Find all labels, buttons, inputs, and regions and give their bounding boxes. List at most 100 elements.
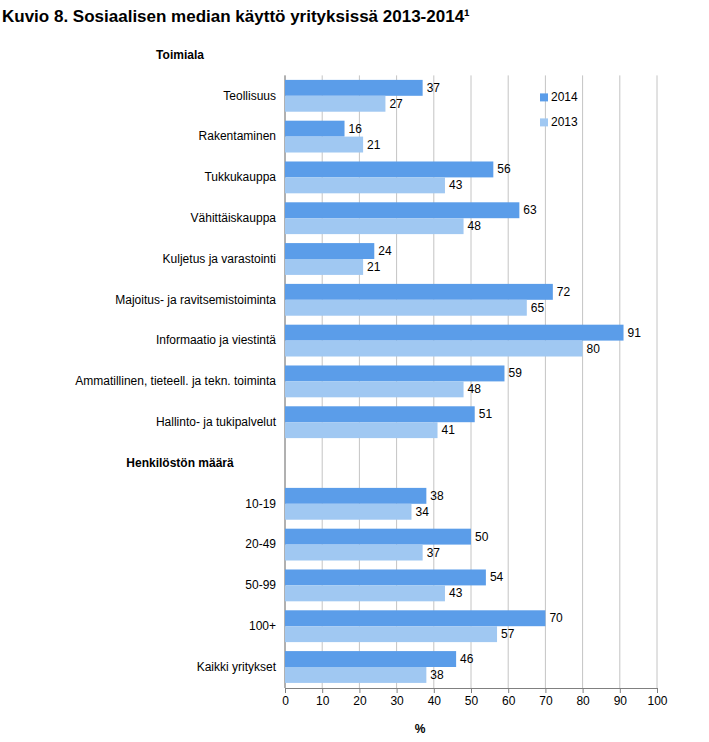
data-label: 16 — [349, 122, 363, 136]
y-tick: Informaatio ja viestintä — [156, 333, 276, 347]
data-label: 91 — [628, 326, 642, 340]
category-label: Rakentaminen — [199, 129, 276, 143]
data-label: 59 — [508, 366, 522, 380]
bar — [285, 667, 426, 683]
y-tick: Henkilöstön määrä — [126, 456, 234, 470]
x-tick: 0 — [282, 688, 289, 708]
bar — [285, 243, 374, 259]
category-label: Vähittäiskauppa — [191, 211, 277, 225]
x-tick-label: 20 — [353, 694, 367, 708]
data-label: 34 — [415, 505, 429, 519]
category-label: Kuljetus ja varastointi — [163, 252, 276, 266]
data-label: 24 — [378, 244, 392, 258]
category-label: 10-19 — [245, 497, 276, 511]
y-tick: 20-49 — [245, 537, 276, 551]
x-tick: 10 — [316, 688, 330, 708]
x-tick-mark — [471, 688, 472, 693]
data-label: 43 — [449, 178, 463, 192]
x-tick-label: 40 — [428, 694, 442, 708]
legend: 20142013 — [540, 90, 578, 129]
bar — [285, 610, 545, 626]
x-tick: 80 — [576, 688, 590, 708]
x-tick: 100 — [647, 688, 667, 708]
x-tick-mark — [657, 688, 658, 693]
category-label: Kaikki yritykset — [197, 660, 277, 674]
bar — [285, 585, 445, 601]
bar — [285, 137, 363, 153]
bar — [285, 422, 438, 438]
x-tick: 60 — [502, 688, 516, 708]
data-label: 48 — [468, 382, 482, 396]
y-tick: Hallinto- ja tukipalvelut — [156, 415, 277, 429]
chart-title: Kuvio 8. Sosiaalisen median käyttö yrity… — [2, 7, 470, 26]
x-tick-mark — [359, 688, 360, 693]
data-label: 70 — [549, 611, 563, 625]
bar — [285, 651, 456, 667]
x-tick: 70 — [539, 688, 553, 708]
y-tick: 10-19 — [245, 497, 276, 511]
x-tick-label: 50 — [465, 694, 479, 708]
x-tick-mark — [322, 688, 323, 693]
data-label: 50 — [475, 530, 489, 544]
bar — [285, 488, 426, 504]
data-label: 56 — [497, 162, 511, 176]
x-tick-mark — [285, 688, 286, 693]
x-tick-label: 100 — [647, 694, 667, 708]
bar — [285, 406, 475, 422]
x-tick: 50 — [465, 688, 479, 708]
legend-item: 2014 — [540, 90, 578, 104]
bar — [285, 284, 553, 300]
grid-line — [657, 75, 658, 688]
x-tick-mark — [620, 688, 621, 693]
category-label: Hallinto- ja tukipalvelut — [156, 415, 277, 429]
bar — [285, 202, 519, 218]
bar — [285, 626, 497, 642]
x-tick-label: 0 — [282, 694, 289, 708]
y-tick: Kaikki yritykset — [197, 660, 277, 674]
y-tick: Rakentaminen — [199, 129, 276, 143]
bar — [285, 365, 504, 381]
category-label: 100+ — [249, 619, 276, 633]
data-label: 80 — [587, 342, 601, 356]
y-tick: Toimiala — [156, 48, 204, 62]
x-tick-mark — [397, 688, 398, 693]
legend-label: 2014 — [551, 90, 578, 104]
grid-line — [545, 75, 546, 688]
x-tick: 90 — [614, 688, 628, 708]
bar — [285, 121, 345, 137]
y-tick: Tukkukauppa — [204, 170, 276, 184]
bar — [285, 259, 363, 275]
category-label: Informaatio ja viestintä — [156, 333, 276, 347]
y-tick: 50-99 — [245, 578, 276, 592]
bar — [285, 545, 423, 561]
y-tick: Kuljetus ja varastointi — [163, 252, 276, 266]
bar — [285, 300, 527, 316]
category-heading: Henkilöstön määrä — [126, 456, 234, 470]
data-label: 21 — [367, 138, 381, 152]
x-tick-mark — [545, 688, 546, 693]
category-label: Teollisuus — [223, 89, 276, 103]
x-tick: 30 — [390, 688, 404, 708]
category-label: Tukkukauppa — [204, 170, 276, 184]
data-label: 46 — [460, 652, 474, 666]
bar — [285, 341, 583, 357]
data-label: 41 — [442, 423, 456, 437]
x-tick-mark — [583, 688, 584, 693]
x-tick-label: 90 — [614, 694, 628, 708]
bar — [285, 161, 493, 177]
data-labels: 3716566324729159513850547046272143482165… — [349, 81, 642, 682]
x-tick-mark — [508, 688, 509, 693]
y-tick: 100+ — [249, 619, 276, 633]
y-tick: Vähittäiskauppa — [191, 211, 277, 225]
bar — [285, 569, 486, 585]
category-label: Majoitus- ja ravitsemistoiminta — [115, 293, 276, 307]
x-tick-label: 80 — [576, 694, 590, 708]
grid-line — [619, 75, 620, 688]
data-label: 38 — [430, 489, 444, 503]
data-label: 43 — [449, 586, 463, 600]
x-tick-label: 30 — [390, 694, 404, 708]
x-axis: 0 10 20 30 40 50 60 70 80 90 100 — [282, 688, 668, 708]
bar — [285, 529, 471, 545]
y-tick: Majoitus- ja ravitsemistoiminta — [115, 293, 276, 307]
bar — [285, 96, 385, 112]
